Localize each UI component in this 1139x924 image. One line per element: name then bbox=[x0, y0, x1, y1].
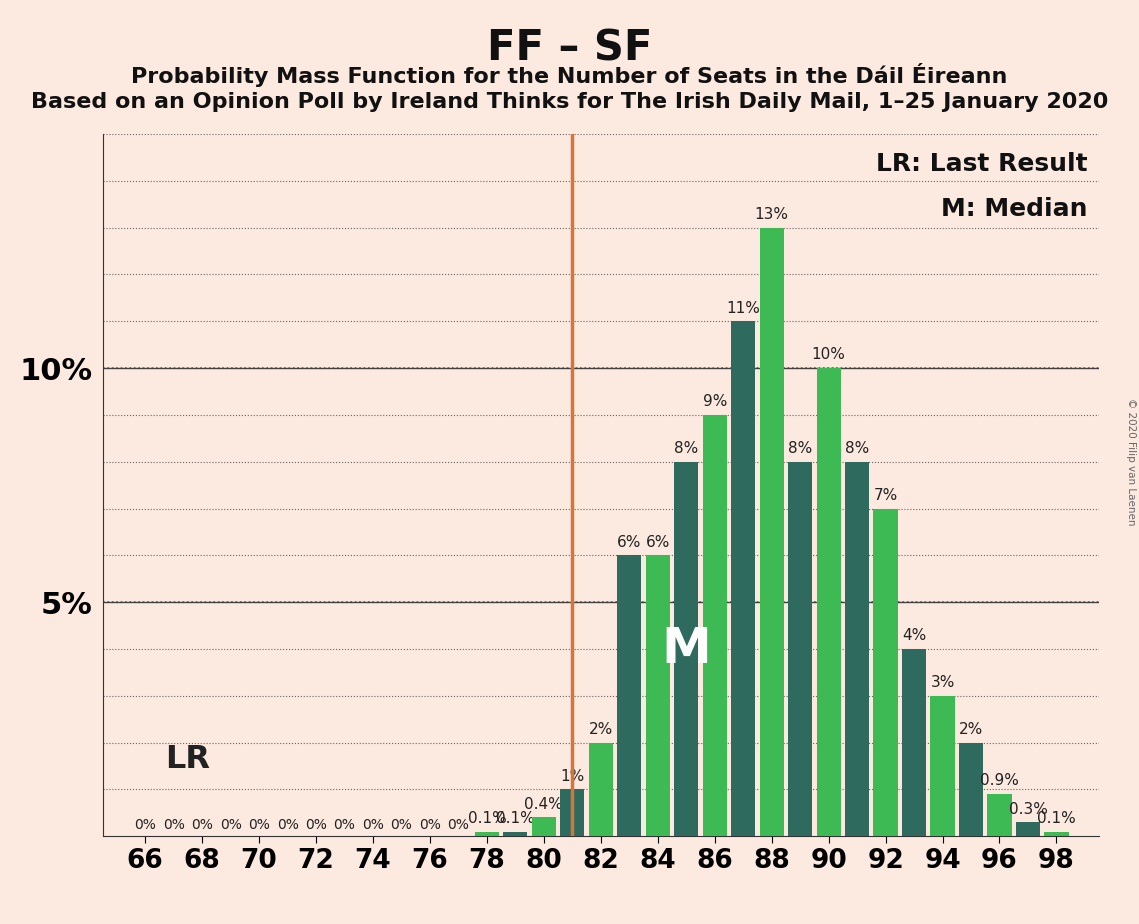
Text: 0%: 0% bbox=[334, 819, 355, 833]
Text: 3%: 3% bbox=[931, 675, 954, 690]
Text: 0%: 0% bbox=[248, 819, 270, 833]
Text: Probability Mass Function for the Number of Seats in the Dáil Éireann: Probability Mass Function for the Number… bbox=[131, 63, 1008, 87]
Text: 10%: 10% bbox=[812, 347, 845, 362]
Bar bbox=[874, 508, 898, 836]
Bar bbox=[646, 555, 670, 836]
Text: 0%: 0% bbox=[448, 819, 469, 833]
Text: 0%: 0% bbox=[277, 819, 298, 833]
Text: LR: Last Result: LR: Last Result bbox=[876, 152, 1087, 176]
Text: 2%: 2% bbox=[589, 722, 613, 737]
Bar bbox=[560, 789, 584, 836]
Bar bbox=[503, 832, 527, 836]
Text: 2%: 2% bbox=[959, 722, 983, 737]
Text: 8%: 8% bbox=[788, 441, 812, 456]
Text: FF – SF: FF – SF bbox=[486, 28, 653, 69]
Bar bbox=[617, 555, 641, 836]
Text: 0.3%: 0.3% bbox=[1008, 801, 1048, 817]
Text: 9%: 9% bbox=[703, 395, 727, 409]
Bar bbox=[817, 368, 841, 836]
Bar bbox=[1016, 822, 1040, 836]
Text: 1%: 1% bbox=[560, 769, 584, 784]
Text: 11%: 11% bbox=[727, 300, 760, 316]
Text: 0%: 0% bbox=[163, 819, 185, 833]
Text: 0%: 0% bbox=[220, 819, 241, 833]
Bar bbox=[959, 743, 983, 836]
Text: 8%: 8% bbox=[845, 441, 869, 456]
Bar bbox=[589, 743, 613, 836]
Text: 6%: 6% bbox=[646, 535, 670, 550]
Bar bbox=[674, 462, 698, 836]
Text: 8%: 8% bbox=[674, 441, 698, 456]
Text: LR: LR bbox=[165, 745, 211, 775]
Bar bbox=[532, 818, 556, 836]
Text: 0%: 0% bbox=[362, 819, 384, 833]
Text: 0.1%: 0.1% bbox=[495, 811, 535, 826]
Text: © 2020 Filip van Laenen: © 2020 Filip van Laenen bbox=[1126, 398, 1136, 526]
Bar bbox=[703, 415, 727, 836]
Text: M: Median: M: Median bbox=[941, 197, 1087, 221]
Bar bbox=[760, 227, 784, 836]
Text: Based on an Opinion Poll by Ireland Thinks for The Irish Daily Mail, 1–25 Januar: Based on an Opinion Poll by Ireland Thin… bbox=[31, 92, 1108, 113]
Bar bbox=[988, 794, 1011, 836]
Text: 4%: 4% bbox=[902, 628, 926, 643]
Text: M: M bbox=[662, 625, 711, 673]
Bar bbox=[1044, 832, 1068, 836]
Bar bbox=[845, 462, 869, 836]
Bar bbox=[931, 696, 954, 836]
Text: 0%: 0% bbox=[419, 819, 441, 833]
Text: 0%: 0% bbox=[134, 819, 156, 833]
Text: 0.1%: 0.1% bbox=[1036, 811, 1076, 826]
Bar bbox=[902, 649, 926, 836]
Bar bbox=[788, 462, 812, 836]
Text: 7%: 7% bbox=[874, 488, 898, 503]
Bar bbox=[731, 322, 755, 836]
Text: 0%: 0% bbox=[191, 819, 213, 833]
Text: 0%: 0% bbox=[305, 819, 327, 833]
Text: 13%: 13% bbox=[755, 207, 788, 222]
Bar bbox=[475, 832, 499, 836]
Text: 0.9%: 0.9% bbox=[980, 773, 1019, 788]
Text: 0%: 0% bbox=[391, 819, 412, 833]
Text: 0.4%: 0.4% bbox=[524, 796, 564, 812]
Text: 0.1%: 0.1% bbox=[467, 811, 507, 826]
Text: 6%: 6% bbox=[617, 535, 641, 550]
